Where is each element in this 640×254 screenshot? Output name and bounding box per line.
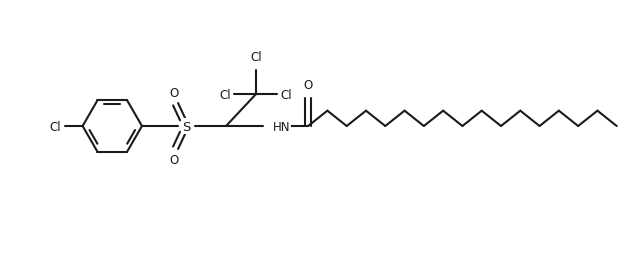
Text: S: S xyxy=(182,120,191,133)
Text: Cl: Cl xyxy=(49,120,61,133)
Text: O: O xyxy=(303,79,313,92)
Text: O: O xyxy=(169,153,178,166)
Text: Cl: Cl xyxy=(220,88,231,101)
Text: Cl: Cl xyxy=(250,51,262,64)
Text: Cl: Cl xyxy=(280,88,292,101)
Text: O: O xyxy=(169,87,178,100)
Text: HN: HN xyxy=(273,120,290,133)
